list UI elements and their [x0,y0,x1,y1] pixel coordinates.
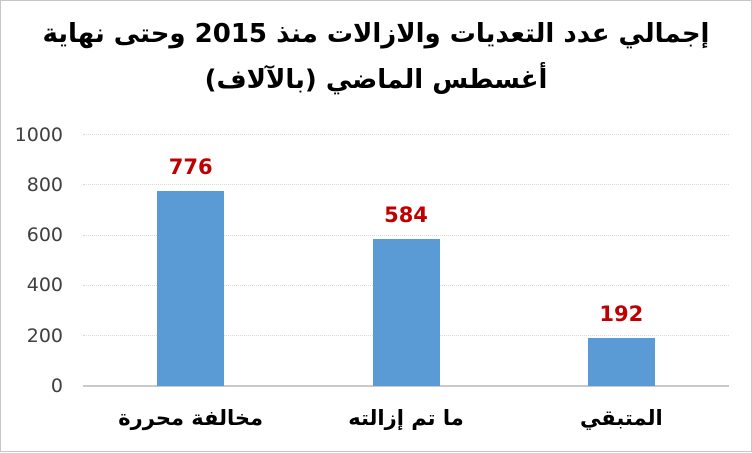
category-label: ما تم إزالته [348,406,464,430]
chart-title: إجمالي عدد التعديات والازالات منذ 2015 و… [1,11,751,103]
y-gridline [83,234,729,236]
category-label: مخالفة محررة [118,406,264,430]
bar-value-label: 192 [599,301,644,326]
bar-value-label: 776 [168,154,213,179]
category-label: المتبقي [579,406,663,430]
y-axis-tick-label: 200 [26,324,63,347]
chart-title-line2: أغسطس الماضي (بالآلاف) [204,65,548,95]
y-axis-tick-label: 600 [26,224,63,247]
y-axis-tick-label: 800 [26,173,63,196]
bar [372,239,440,386]
y-gridline [83,134,729,135]
y-axis-tick-label: 0 [50,375,63,397]
chart-title-line1: إجمالي عدد التعديات والازالات منذ 2015 و… [42,19,710,49]
y-gridline [83,184,729,186]
x-axis-line [83,385,729,387]
y-axis-tick-label: 400 [26,274,63,297]
bar-value-label: 584 [384,203,428,228]
bar [587,337,655,386]
bar [157,190,225,386]
y-axis-tick-label: 1000 [14,123,63,146]
